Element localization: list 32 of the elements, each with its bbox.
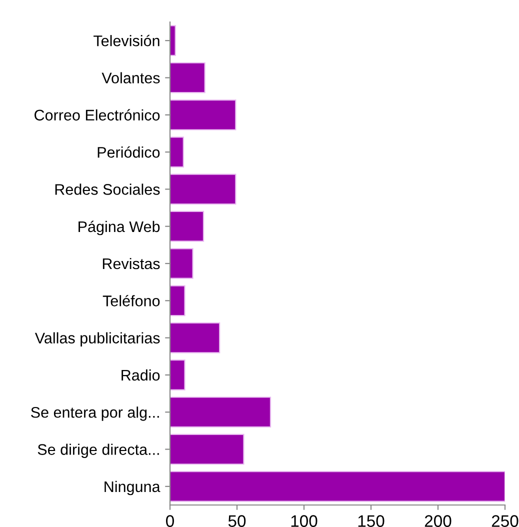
bar: [170, 136, 184, 168]
y-tick-label: Redes Sociales: [55, 184, 160, 195]
x-tick-label: 250: [492, 515, 518, 527]
bar: [170, 285, 186, 316]
bar: [170, 471, 505, 502]
y-tick-label: Vallas publicitarias: [34, 332, 160, 347]
y-tick-label: Se dirige directa...: [38, 444, 159, 458]
y-tick-label: Se entera por alg...: [31, 406, 159, 421]
bar: [170, 396, 272, 428]
x-tick-label: 0: [166, 515, 174, 527]
bar: [170, 322, 220, 354]
y-tick-label: Periódico: [98, 146, 160, 158]
bar: [170, 210, 204, 242]
x-tick-label: 100: [291, 515, 318, 527]
x-tick-label: 50: [228, 515, 246, 527]
y-tick-label: Teléfono: [102, 294, 160, 306]
y-tick-label: Televisión: [94, 34, 160, 46]
bar: [170, 62, 206, 94]
y-tick-label: Correo Electrónico: [34, 109, 160, 121]
y-tick-label: Página Web: [78, 220, 160, 236]
bar: [170, 99, 236, 130]
y-tick-label: Radio: [122, 369, 160, 381]
bar: [170, 360, 186, 390]
y-tick-label: Revistas: [102, 258, 160, 270]
y-tick-label: Ninguna: [104, 480, 160, 496]
y-tick-label: Volantes: [102, 72, 160, 84]
x-tick-label: 150: [358, 515, 384, 527]
bar: [170, 248, 194, 279]
x-tick-label: 200: [424, 515, 452, 527]
bar: [170, 174, 236, 205]
bar: [170, 25, 176, 56]
bar: [170, 434, 244, 465]
